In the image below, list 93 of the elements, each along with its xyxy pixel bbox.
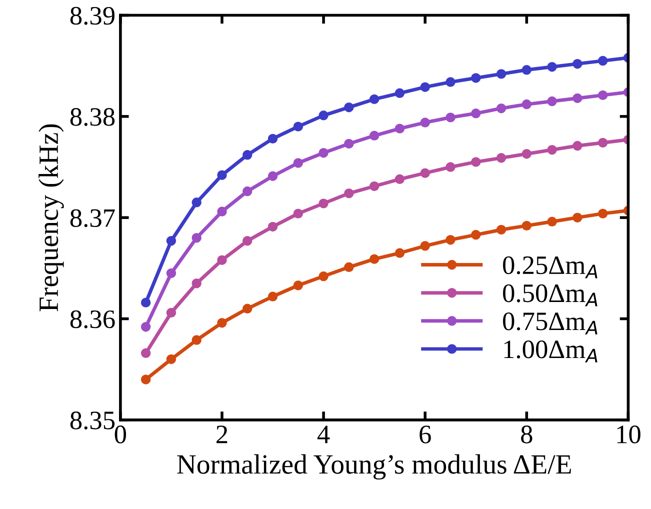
- point: [420, 241, 430, 251]
- point: [242, 186, 252, 196]
- legend-label: 0.50Δm$_{A}$: [503, 284, 598, 306]
- point: [471, 73, 481, 83]
- legend-label: 0.75Δm$_{A}$: [503, 312, 598, 334]
- x-axis-title: Normalized Young’s modulus ΔE/E: [177, 454, 571, 480]
- point: [369, 254, 380, 264]
- point: [217, 206, 227, 216]
- point: [293, 280, 304, 290]
- point: [522, 65, 532, 75]
- x-tick-label: 2: [216, 426, 228, 444]
- point: [446, 234, 456, 245]
- point: [192, 278, 202, 288]
- y-axis-title: Frequency (kHz): [38, 124, 64, 312]
- point: [598, 208, 608, 218]
- point: [446, 112, 456, 122]
- point: [496, 103, 506, 114]
- point: [140, 348, 151, 358]
- point: [140, 322, 151, 332]
- point: [598, 90, 608, 100]
- point: [547, 96, 557, 106]
- point: [394, 124, 405, 134]
- point: [496, 153, 506, 163]
- legend-label: 0.25Δm$_{A}$: [503, 256, 598, 278]
- y-tick-label: 8.38: [70, 108, 115, 126]
- point: [293, 158, 304, 168]
- point: [166, 236, 176, 246]
- point: [268, 134, 278, 144]
- y-tick-label: 8.36: [70, 310, 115, 328]
- point: [547, 216, 557, 227]
- legend-label: 1.00Δm$_{A}$: [504, 340, 598, 362]
- point: [598, 56, 608, 66]
- point: [318, 110, 328, 120]
- point: [471, 108, 481, 118]
- point: [217, 255, 227, 265]
- point: [547, 62, 557, 72]
- point: [471, 157, 481, 167]
- point: [344, 262, 354, 272]
- point: [318, 148, 328, 158]
- point: [166, 268, 176, 278]
- point: [522, 99, 532, 110]
- point: [369, 181, 380, 192]
- x-tick-label: 4: [317, 426, 330, 444]
- point: [522, 220, 532, 231]
- point: [318, 271, 328, 282]
- y-tick-label: 8.37: [70, 209, 115, 228]
- point: [217, 318, 227, 328]
- point: [192, 335, 202, 345]
- point: [394, 88, 405, 98]
- point: [547, 144, 557, 155]
- point: [344, 102, 354, 112]
- point: [242, 150, 252, 160]
- point: [394, 174, 405, 184]
- point: [572, 58, 582, 69]
- point: [369, 94, 380, 104]
- point: [344, 138, 354, 149]
- point: [242, 304, 252, 314]
- point: [598, 138, 608, 148]
- x-tick-label: 6: [420, 426, 431, 444]
- point: [572, 140, 582, 151]
- point: [242, 236, 252, 246]
- point: [420, 82, 430, 92]
- point: [522, 149, 532, 159]
- point: [420, 168, 430, 178]
- point: [318, 198, 328, 208]
- point: [572, 212, 582, 222]
- point: [166, 308, 176, 318]
- point: [268, 292, 278, 302]
- x-tick-label: 10: [617, 426, 640, 444]
- point: [420, 118, 430, 128]
- point: [369, 130, 380, 141]
- point: [572, 93, 582, 104]
- x-tick-label: 0: [114, 426, 126, 444]
- point: [471, 230, 481, 240]
- point: [496, 224, 506, 235]
- point: [268, 222, 278, 232]
- point: [140, 298, 151, 308]
- point: [140, 374, 151, 384]
- point: [166, 354, 176, 364]
- point: [496, 69, 506, 79]
- point: [293, 208, 304, 218]
- point: [217, 170, 227, 180]
- point: [446, 77, 456, 87]
- point: [192, 198, 202, 208]
- point: [446, 162, 456, 172]
- x-tick-label: 8: [521, 426, 532, 444]
- point: [293, 122, 304, 132]
- point: [192, 232, 202, 243]
- point: [344, 188, 354, 198]
- point: [394, 248, 405, 258]
- point: [268, 171, 278, 181]
- y-tick-label: 8.35: [70, 412, 115, 430]
- y-tick-label: 8.39: [70, 6, 114, 25]
